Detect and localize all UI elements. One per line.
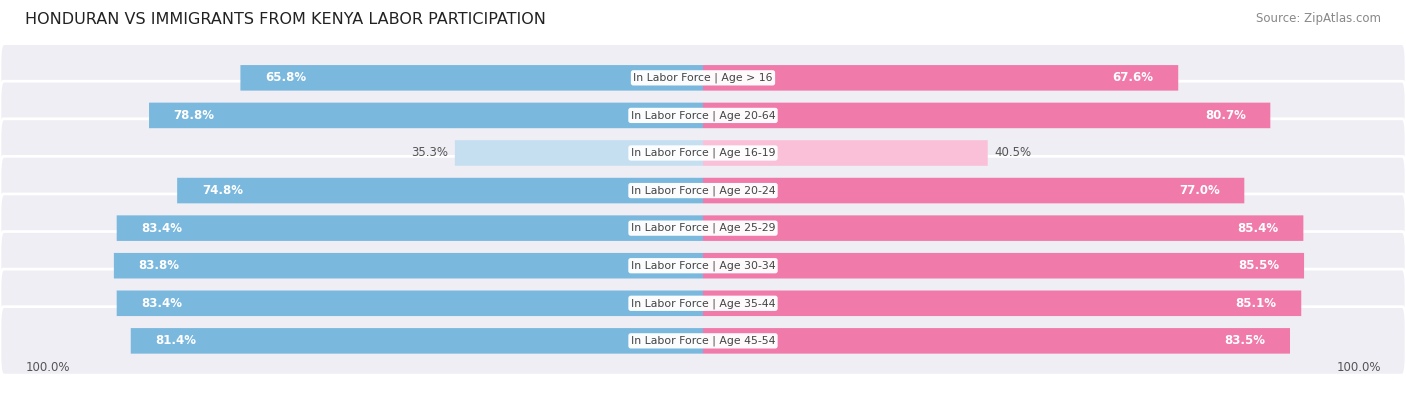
FancyBboxPatch shape [703, 140, 987, 166]
FancyBboxPatch shape [703, 215, 1303, 241]
Text: 100.0%: 100.0% [1336, 361, 1381, 374]
Text: In Labor Force | Age > 16: In Labor Force | Age > 16 [633, 73, 773, 83]
FancyBboxPatch shape [0, 269, 1406, 337]
FancyBboxPatch shape [703, 103, 1271, 128]
FancyBboxPatch shape [0, 44, 1406, 112]
FancyBboxPatch shape [703, 290, 1302, 316]
Text: 35.3%: 35.3% [411, 147, 449, 160]
Text: 40.5%: 40.5% [995, 147, 1032, 160]
Text: HONDURAN VS IMMIGRANTS FROM KENYA LABOR PARTICIPATION: HONDURAN VS IMMIGRANTS FROM KENYA LABOR … [25, 12, 546, 27]
Text: 83.5%: 83.5% [1225, 334, 1265, 347]
Text: 83.4%: 83.4% [141, 297, 183, 310]
Text: In Labor Force | Age 25-29: In Labor Force | Age 25-29 [631, 223, 775, 233]
Text: 100.0%: 100.0% [25, 361, 70, 374]
FancyBboxPatch shape [114, 253, 703, 278]
Text: 83.8%: 83.8% [138, 259, 180, 272]
FancyBboxPatch shape [703, 65, 1178, 90]
FancyBboxPatch shape [0, 119, 1406, 187]
Text: In Labor Force | Age 45-54: In Labor Force | Age 45-54 [631, 336, 775, 346]
Text: 74.8%: 74.8% [202, 184, 243, 197]
Text: In Labor Force | Age 20-64: In Labor Force | Age 20-64 [631, 110, 775, 120]
FancyBboxPatch shape [703, 178, 1244, 203]
Text: 77.0%: 77.0% [1180, 184, 1219, 197]
Legend: Honduran, Immigrants from Kenya: Honduran, Immigrants from Kenya [0, 389, 139, 395]
FancyBboxPatch shape [240, 65, 703, 90]
FancyBboxPatch shape [131, 328, 703, 354]
Text: 85.4%: 85.4% [1237, 222, 1279, 235]
Text: In Labor Force | Age 16-19: In Labor Force | Age 16-19 [631, 148, 775, 158]
Text: 67.6%: 67.6% [1112, 71, 1154, 85]
FancyBboxPatch shape [456, 140, 703, 166]
FancyBboxPatch shape [0, 156, 1406, 225]
Text: In Labor Force | Age 20-24: In Labor Force | Age 20-24 [631, 185, 775, 196]
Text: Source: ZipAtlas.com: Source: ZipAtlas.com [1256, 12, 1381, 25]
Text: 80.7%: 80.7% [1205, 109, 1246, 122]
FancyBboxPatch shape [0, 194, 1406, 262]
FancyBboxPatch shape [177, 178, 703, 203]
FancyBboxPatch shape [0, 81, 1406, 150]
Text: 85.5%: 85.5% [1239, 259, 1279, 272]
Text: 83.4%: 83.4% [141, 222, 183, 235]
FancyBboxPatch shape [117, 290, 703, 316]
Text: 65.8%: 65.8% [264, 71, 307, 85]
Text: 78.8%: 78.8% [173, 109, 215, 122]
FancyBboxPatch shape [149, 103, 703, 128]
FancyBboxPatch shape [0, 231, 1406, 300]
FancyBboxPatch shape [117, 215, 703, 241]
Text: 85.1%: 85.1% [1236, 297, 1277, 310]
FancyBboxPatch shape [0, 307, 1406, 375]
Text: In Labor Force | Age 30-34: In Labor Force | Age 30-34 [631, 260, 775, 271]
FancyBboxPatch shape [703, 328, 1291, 354]
Text: In Labor Force | Age 35-44: In Labor Force | Age 35-44 [631, 298, 775, 308]
FancyBboxPatch shape [703, 253, 1305, 278]
Text: 81.4%: 81.4% [155, 334, 197, 347]
